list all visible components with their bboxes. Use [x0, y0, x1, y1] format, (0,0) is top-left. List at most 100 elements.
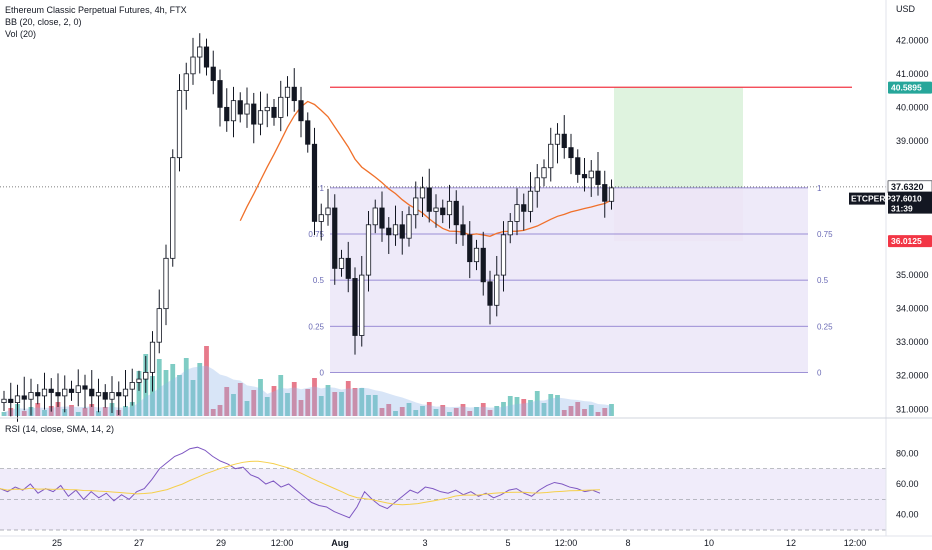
volume-bar: [170, 364, 176, 416]
candle-body: [278, 96, 284, 118]
candle-body: [244, 103, 250, 115]
fib-level-label-left: 0: [320, 368, 325, 377]
volume-bar: [602, 408, 608, 416]
candle-body: [217, 80, 223, 108]
fib-level-label-right: 1: [817, 184, 822, 193]
volume-bar: [474, 407, 479, 416]
fib-level-label-left: 1: [320, 184, 325, 193]
volume-bar: [129, 402, 135, 416]
time-axis-tick: 12: [786, 538, 796, 548]
candle-body: [541, 167, 547, 179]
candle-body: [608, 187, 615, 202]
candle-body: [102, 392, 108, 400]
time-axis-tick: 27: [134, 538, 144, 548]
candle-body: [365, 224, 372, 276]
candle-body: [190, 56, 196, 75]
candle-body: [311, 143, 318, 222]
candle-body: [514, 204, 520, 222]
candle-body: [460, 224, 466, 236]
time-axis-tick: 25: [52, 538, 62, 548]
volume-bar: [399, 407, 405, 416]
candle-body: [163, 257, 169, 310]
candle-body: [467, 234, 473, 263]
candle-body: [372, 207, 378, 226]
volume-bar: [75, 412, 81, 416]
volume-bar: [541, 403, 547, 416]
last-price-tag-text: 37.6320: [891, 182, 924, 192]
candle-body: [21, 395, 27, 400]
volume-bar: [102, 407, 108, 416]
current-price-text: 37.6010: [891, 194, 922, 204]
candle-body: [345, 257, 351, 279]
candle-body: [359, 274, 365, 336]
volume-bar: [521, 399, 527, 416]
volume-bar: [271, 386, 277, 416]
volume-bar: [359, 388, 365, 416]
volume-bar: [528, 400, 533, 416]
time-axis-tick: 12:00: [844, 538, 867, 548]
fib-level-label-left: 0.25: [308, 322, 324, 331]
volume-bar: [42, 410, 47, 416]
volume-bar: [406, 403, 412, 416]
volume-bar: [183, 358, 189, 416]
profit-zone: [614, 87, 743, 188]
volume-bar: [35, 403, 41, 416]
candle-body: [62, 388, 68, 397]
bb-indicator-label[interactable]: BB (20, close, 2, 0): [5, 17, 82, 27]
volume-bar: [69, 405, 74, 416]
candle-body: [332, 207, 338, 269]
candle-body: [494, 274, 500, 306]
candle-body: [230, 100, 237, 122]
volume-bar: [453, 408, 459, 416]
time-axis-tick: 3: [422, 538, 427, 548]
candle-body: [338, 257, 345, 269]
volume-bar: [298, 400, 304, 416]
candle-body: [170, 157, 176, 259]
candle-body: [588, 170, 594, 179]
candle-body: [136, 378, 142, 383]
rsi-indicator-label[interactable]: RSI (14, close, SMA, 14, 2): [5, 424, 115, 434]
volume-bar: [231, 394, 236, 416]
time-axis-tick: 12:00: [271, 538, 294, 548]
current-price-tag-bg: [888, 191, 932, 214]
volume-bar: [561, 410, 567, 416]
fib-level-label-right: 0.25: [817, 322, 833, 331]
candle-body: [237, 100, 243, 115]
candle-body: [291, 86, 297, 102]
volume-bar: [582, 409, 587, 416]
legend: Ethereum Classic Perpetual Futures, 4h, …: [5, 4, 187, 40]
volume-bar: [318, 396, 324, 416]
volume-bar: [460, 404, 466, 416]
symbol-title[interactable]: Ethereum Classic Perpetual Futures, 4h, …: [5, 5, 187, 15]
candle-body: [433, 207, 439, 212]
candle-body: [109, 392, 115, 400]
candle-body: [352, 278, 358, 336]
candle-body: [14, 395, 21, 403]
volume-bar: [386, 404, 392, 416]
volume-bar: [494, 406, 500, 416]
candle-body: [500, 234, 507, 276]
time-axis-tick: 10: [704, 538, 714, 548]
price-axis-tick: 33.0000: [896, 337, 929, 347]
candle-body: [473, 247, 480, 263]
volume-bar: [291, 382, 297, 416]
fib-level-label-left: 0.5: [313, 276, 325, 285]
candle-body: [568, 147, 574, 159]
volume-bar: [264, 397, 270, 416]
candle-body: [143, 371, 149, 380]
rsi-line: [0, 446, 601, 519]
last-price-tag: 37.6320: [887, 180, 932, 194]
candle-body: [554, 133, 561, 145]
volume-bar: [163, 370, 169, 416]
volume-bar: [366, 395, 371, 416]
target-price-tag: 40.5895: [888, 81, 932, 94]
volume-bar: [507, 396, 513, 416]
candle-body: [95, 392, 102, 397]
vol-indicator-label[interactable]: Vol (20): [5, 29, 37, 39]
candle-body: [507, 221, 513, 236]
candle-body: [203, 46, 210, 68]
